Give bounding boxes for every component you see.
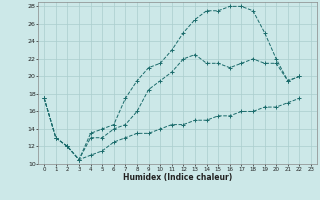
- X-axis label: Humidex (Indice chaleur): Humidex (Indice chaleur): [123, 173, 232, 182]
